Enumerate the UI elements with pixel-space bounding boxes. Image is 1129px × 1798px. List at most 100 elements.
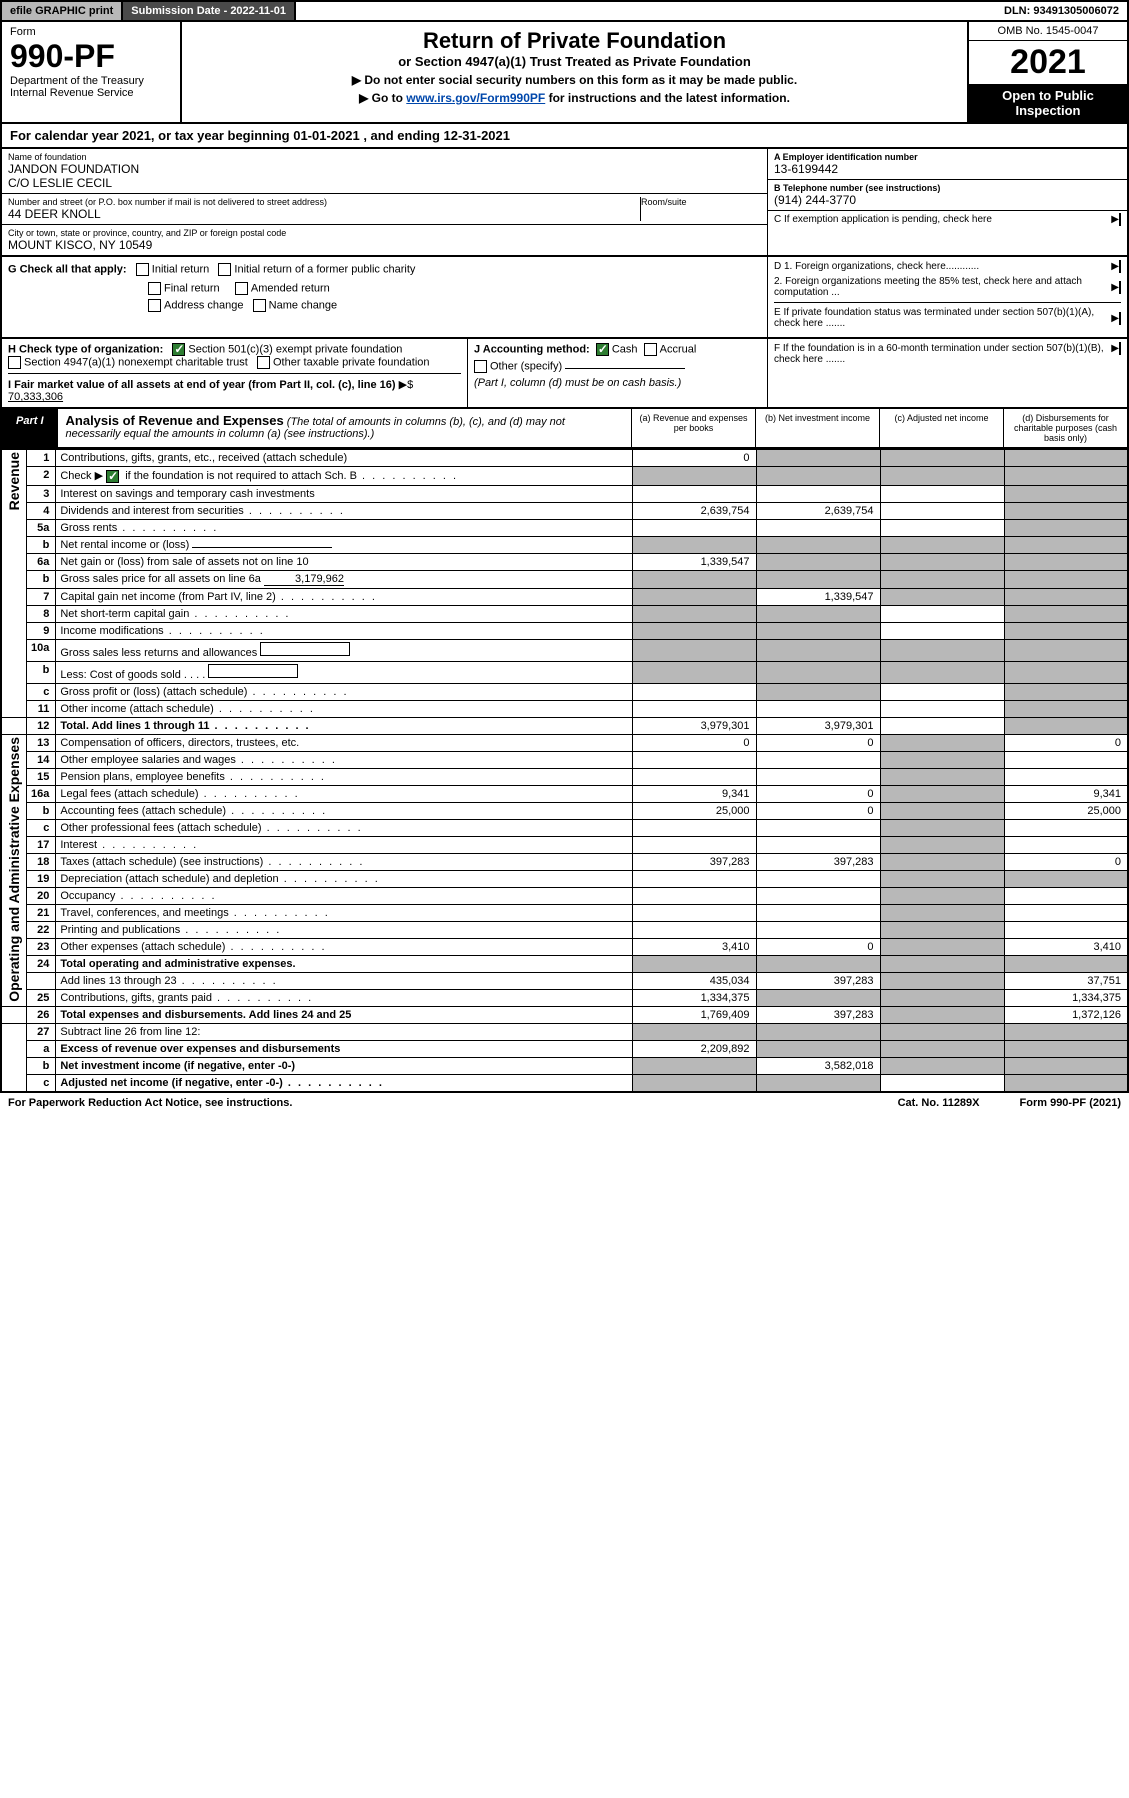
chk-cash[interactable] <box>596 343 609 356</box>
form-title: Return of Private Foundation <box>188 28 961 54</box>
irs: Internal Revenue Service <box>10 87 172 99</box>
chk-initial-former[interactable] <box>218 263 231 276</box>
g-label: G Check all that apply: <box>8 263 127 275</box>
i-label: I Fair market value of all assets at end… <box>8 379 396 391</box>
j-label: J Accounting method: <box>474 343 590 355</box>
instr-2: ▶ Go to www.irs.gov/Form990PF for instru… <box>188 91 961 105</box>
table-row: 16aLegal fees (attach schedule) 9,34109,… <box>1 785 1128 802</box>
d2-checkbox[interactable] <box>1119 281 1121 294</box>
foundation-name-2: C/O LESLIE CECIL <box>8 176 761 190</box>
foundation-name-1: JANDON FOUNDATION <box>8 162 761 176</box>
checks-section: G Check all that apply: Initial return I… <box>0 257 1129 339</box>
c-checkbox[interactable] <box>1119 213 1121 226</box>
chk-501c3[interactable] <box>172 343 185 356</box>
table-row: 20Occupancy <box>1 887 1128 904</box>
table-row: cGross profit or (loss) (attach schedule… <box>1 683 1128 700</box>
i-value: 70,333,306 <box>8 391 63 403</box>
table-row: cOther professional fees (attach schedul… <box>1 819 1128 836</box>
irs-link[interactable]: www.irs.gov/Form990PF <box>406 91 545 105</box>
d1-label: D 1. Foreign organizations, check here..… <box>774 261 979 272</box>
table-row: 8Net short-term capital gain <box>1 605 1128 622</box>
form-header: Form 990-PF Department of the Treasury I… <box>0 22 1129 124</box>
expenses-sidelabel: Operating and Administrative Expenses <box>6 737 22 1002</box>
part1-title: Analysis of Revenue and Expenses <box>66 413 284 428</box>
chk-amended[interactable] <box>235 282 248 295</box>
table-row: 4Dividends and interest from securities … <box>1 502 1128 519</box>
hij-section: H Check type of organization: Section 50… <box>0 339 1129 409</box>
table-row: 27Subtract line 26 from line 12: <box>1 1023 1128 1040</box>
table-row: Operating and Administrative Expenses 13… <box>1 734 1128 751</box>
col-a-hdr: (a) Revenue and expenses per books <box>631 409 755 447</box>
footer-right: Form 990-PF (2021) <box>1020 1097 1121 1109</box>
table-row: 12Total. Add lines 1 through 11 3,979,30… <box>1 717 1128 734</box>
chk-initial[interactable] <box>136 263 149 276</box>
table-row: 26Total expenses and disbursements. Add … <box>1 1006 1128 1023</box>
table-row: 3Interest on savings and temporary cash … <box>1 485 1128 502</box>
col-c-hdr: (c) Adjusted net income <box>879 409 1003 447</box>
open-public: Open to Public Inspection <box>969 84 1127 122</box>
phone-label: B Telephone number (see instructions) <box>774 183 1121 193</box>
table-row: 9Income modifications <box>1 622 1128 639</box>
tax-year: 2021 <box>969 41 1127 84</box>
table-row: 21Travel, conferences, and meetings <box>1 904 1128 921</box>
form-number: 990-PF <box>10 38 172 75</box>
phone-value: (914) 244-3770 <box>774 193 1121 207</box>
table-row: 10aGross sales less returns and allowanc… <box>1 639 1128 661</box>
topbar: efile GRAPHIC print Submission Date - 20… <box>0 0 1129 22</box>
table-row: 23Other expenses (attach schedule) 3,410… <box>1 938 1128 955</box>
chk-address[interactable] <box>148 299 161 312</box>
chk-final[interactable] <box>148 282 161 295</box>
table-row: 7Capital gain net income (from Part IV, … <box>1 588 1128 605</box>
table-row: bGross sales price for all assets on lin… <box>1 570 1128 588</box>
ein-value: 13-6199442 <box>774 162 1121 176</box>
footer-mid: Cat. No. 11289X <box>898 1097 980 1109</box>
table-row: 15Pension plans, employee benefits <box>1 768 1128 785</box>
page-footer: For Paperwork Reduction Act Notice, see … <box>0 1093 1129 1113</box>
table-row: 6aNet gain or (loss) from sale of assets… <box>1 553 1128 570</box>
chk-schb[interactable] <box>106 470 119 483</box>
submission-date: Submission Date - 2022-11-01 <box>123 2 296 20</box>
table-row: 18Taxes (attach schedule) (see instructi… <box>1 853 1128 870</box>
form-subtitle: or Section 4947(a)(1) Trust Treated as P… <box>188 54 961 69</box>
d2-label: 2. Foreign organizations meeting the 85%… <box>774 276 1111 298</box>
chk-other-method[interactable] <box>474 360 487 373</box>
instr-1: ▶ Do not enter social security numbers o… <box>188 73 961 87</box>
chk-4947[interactable] <box>8 356 21 369</box>
table-row: bNet rental income or (loss) <box>1 536 1128 553</box>
table-row: Revenue 1Contributions, gifts, grants, e… <box>1 450 1128 467</box>
table-row: 11Other income (attach schedule) <box>1 700 1128 717</box>
omb-number: OMB No. 1545-0047 <box>969 22 1127 41</box>
col-d-hdr: (d) Disbursements for charitable purpose… <box>1003 409 1127 447</box>
j-note: (Part I, column (d) must be on cash basi… <box>474 377 761 389</box>
e-checkbox[interactable] <box>1119 312 1121 325</box>
e-label: E If private foundation status was termi… <box>774 307 1111 329</box>
table-row: cAdjusted net income (if negative, enter… <box>1 1074 1128 1092</box>
city-state-zip: MOUNT KISCO, NY 10549 <box>8 238 761 252</box>
chk-other-tax[interactable] <box>257 356 270 369</box>
table-row: 24Total operating and administrative exp… <box>1 955 1128 972</box>
table-row: 5aGross rents <box>1 519 1128 536</box>
efile-print-button[interactable]: efile GRAPHIC print <box>2 2 123 20</box>
table-row: 14Other employee salaries and wages <box>1 751 1128 768</box>
table-row: 2Check ▶ if the foundation is not requir… <box>1 467 1128 486</box>
d1-checkbox[interactable] <box>1119 260 1121 273</box>
f-checkbox[interactable] <box>1119 342 1121 355</box>
ein-label: A Employer identification number <box>774 152 1121 162</box>
chk-name[interactable] <box>253 299 266 312</box>
footer-left: For Paperwork Reduction Act Notice, see … <box>8 1097 292 1109</box>
form-label: Form <box>10 26 172 38</box>
table-row: bNet investment income (if negative, ent… <box>1 1057 1128 1074</box>
revenue-sidelabel: Revenue <box>6 452 22 510</box>
dept: Department of the Treasury <box>10 75 172 87</box>
chk-accrual[interactable] <box>644 343 657 356</box>
h-label: H Check type of organization: <box>8 343 163 355</box>
table-row: 25Contributions, gifts, grants paid 1,33… <box>1 989 1128 1006</box>
table-row: 22Printing and publications <box>1 921 1128 938</box>
f-label: F If the foundation is in a 60-month ter… <box>774 343 1111 365</box>
part1-header: Part I Analysis of Revenue and Expenses … <box>0 409 1129 449</box>
city-label: City or town, state or province, country… <box>8 228 761 238</box>
part1-tag: Part I <box>2 409 58 447</box>
street-address: 44 DEER KNOLL <box>8 207 640 221</box>
info-grid: Name of foundation JANDON FOUNDATION C/O… <box>0 149 1129 257</box>
part1-table: Revenue 1Contributions, gifts, grants, e… <box>0 449 1129 1093</box>
